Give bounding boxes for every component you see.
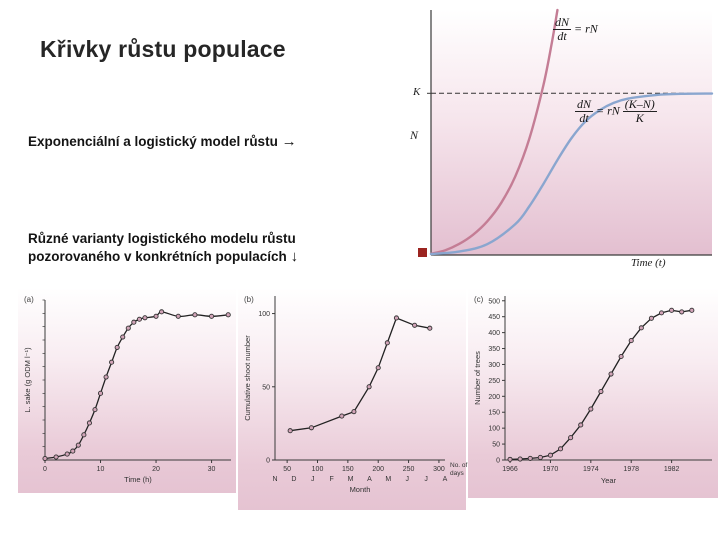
caption-variants-line2: pozorovaného v konkrétních populacích xyxy=(28,248,287,264)
fraction-numerator: dN xyxy=(575,97,594,113)
svg-text:400: 400 xyxy=(488,330,500,337)
svg-text:1974: 1974 xyxy=(583,466,599,473)
red-square-marker xyxy=(418,248,427,257)
svg-text:M: M xyxy=(385,476,391,483)
svg-text:D: D xyxy=(291,476,296,483)
svg-text:100: 100 xyxy=(488,426,500,433)
formula-exponential-rhs: = rN xyxy=(574,21,598,36)
svg-text:A: A xyxy=(367,476,372,483)
formula-exponential: dN dt = rN xyxy=(553,15,598,44)
svg-text:Cumulative shoot number: Cumulative shoot number xyxy=(243,335,252,421)
svg-text:L. sake (g ODM l⁻¹): L. sake (g ODM l⁻¹) xyxy=(23,347,32,413)
model-chart-svg xyxy=(427,8,714,256)
svg-text:450: 450 xyxy=(488,314,500,321)
right-arrow-icon: → xyxy=(281,133,297,150)
y-axis-label-n: N xyxy=(410,128,419,142)
svg-text:200: 200 xyxy=(372,466,384,473)
svg-text:No. of: No. of xyxy=(450,462,468,469)
svg-text:350: 350 xyxy=(488,346,500,353)
svg-text:(a): (a) xyxy=(24,295,34,304)
fraction-denominator: K xyxy=(635,111,644,126)
svg-text:300: 300 xyxy=(433,466,445,473)
fraction-dn-dt: dN dt xyxy=(553,15,572,44)
svg-text:30: 30 xyxy=(208,466,216,473)
svg-text:100: 100 xyxy=(258,311,270,318)
svg-text:(c): (c) xyxy=(474,295,484,304)
caption-variants: Různé varianty logistického modelu růstu… xyxy=(28,231,298,267)
svg-text:1966: 1966 xyxy=(502,466,518,473)
x-axis-label-time: Time (t) xyxy=(631,257,666,269)
fraction-dn-dt: dN dt xyxy=(575,97,594,126)
svg-text:0: 0 xyxy=(496,458,500,465)
formula-logistic: dN dt = rN (K–N) K xyxy=(575,97,657,126)
svg-text:250: 250 xyxy=(403,466,415,473)
slide-title: Křivky růstu populace xyxy=(40,36,286,62)
svg-text:200: 200 xyxy=(488,394,500,401)
caption-variants-line1: Různé varianty logistického modelu růstu xyxy=(28,231,296,246)
chart-a-svg: (a) 0 10 20 30 Time (h) L. sake (g ODM l⁻¹) xyxy=(23,295,231,484)
fraction-kn-k: (K–N) K xyxy=(622,97,657,126)
svg-text:50: 50 xyxy=(262,384,270,391)
svg-text:J: J xyxy=(405,476,409,483)
svg-text:300: 300 xyxy=(488,362,500,369)
svg-text:M: M xyxy=(348,476,354,483)
svg-text:500: 500 xyxy=(488,298,500,305)
fraction-numerator: (K–N) xyxy=(622,97,657,113)
fraction-denominator: dt xyxy=(557,29,567,44)
svg-text:20: 20 xyxy=(152,466,160,473)
caption-exponential-logistic: Exponenciální a logistický model růstu → xyxy=(28,133,297,150)
svg-text:N: N xyxy=(272,476,277,483)
fraction-numerator: dN xyxy=(553,15,572,31)
svg-text:50: 50 xyxy=(492,442,500,449)
svg-text:100: 100 xyxy=(312,466,324,473)
svg-text:J: J xyxy=(311,476,315,483)
svg-text:Month: Month xyxy=(350,485,371,494)
svg-text:(b): (b) xyxy=(244,295,254,304)
svg-text:250: 250 xyxy=(488,378,500,385)
chart-a-lsake-growth: (a) 0 10 20 30 Time (h) L. sake (g ODM l⁻¹) xyxy=(18,288,236,493)
caption-exponential-logistic-text: Exponenciální a logistický model růstu xyxy=(28,134,278,149)
k-label: K xyxy=(413,86,421,99)
fraction-denominator: dt xyxy=(579,111,589,126)
svg-text:F: F xyxy=(330,476,334,483)
svg-text:150: 150 xyxy=(342,466,354,473)
chart-c-tree-population: (c) 0 50 100 150 200 250 300 350 400 450 500 1966 197… xyxy=(468,288,718,498)
svg-text:Year: Year xyxy=(601,476,617,485)
svg-text:Time (h): Time (h) xyxy=(124,475,152,484)
svg-text:50: 50 xyxy=(283,466,291,473)
model-plot-background xyxy=(431,10,712,255)
svg-text:1978: 1978 xyxy=(623,466,639,473)
svg-text:0: 0 xyxy=(43,466,47,473)
svg-text:A: A xyxy=(443,476,448,483)
formula-logistic-rhs: = rN xyxy=(596,103,620,118)
svg-text:1982: 1982 xyxy=(664,466,680,473)
svg-text:150: 150 xyxy=(488,410,500,417)
down-arrow-icon: ↓ xyxy=(290,247,299,265)
chart-c-svg: (c) 0 50 100 150 200 250 300 350 400 450 500 1966 197… xyxy=(473,295,712,485)
svg-text:J: J xyxy=(424,476,428,483)
svg-text:days: days xyxy=(450,470,464,477)
svg-text:10: 10 xyxy=(97,466,105,473)
svg-text:0: 0 xyxy=(266,458,270,465)
growth-model-chart: K N Time (t) dN dt = rN dN dt = rN (K–N) K xyxy=(405,8,717,270)
chart-b-shoot-number: (b) 0 50 100 50 100 150 200 250 300 No. of days N D J F… xyxy=(238,288,468,510)
svg-text:Number of trees: Number of trees xyxy=(473,351,482,405)
svg-text:1970: 1970 xyxy=(543,466,559,473)
